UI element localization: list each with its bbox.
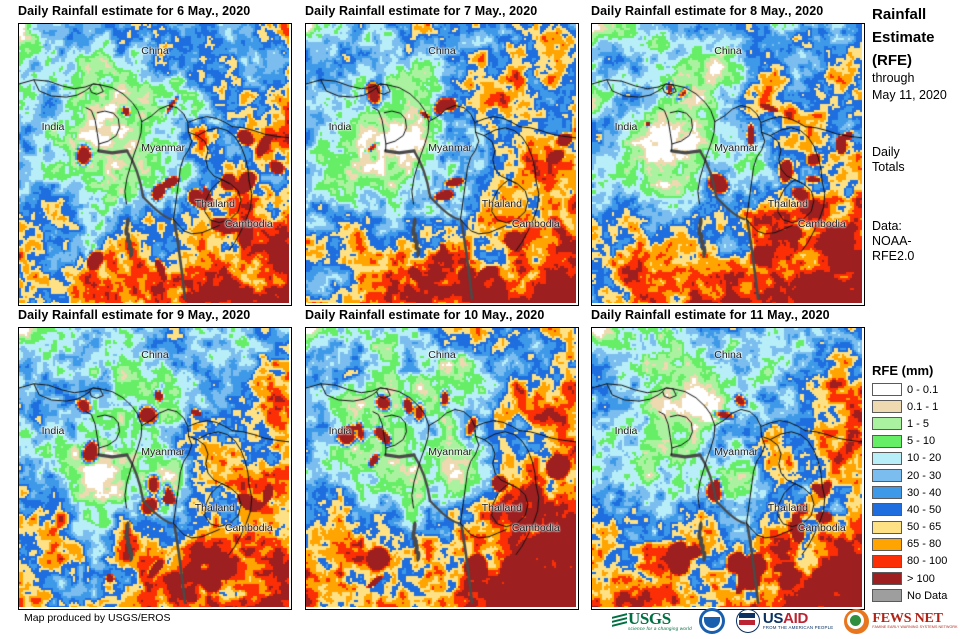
legend-swatch	[872, 589, 902, 603]
rfe-title-line1: Rainfall	[872, 6, 927, 23]
usaid-logo: USAID FROM THE AMERICAN PEOPLE	[735, 607, 834, 635]
rainfall-map-canvas	[19, 328, 289, 607]
rainfall-map-canvas	[19, 24, 289, 303]
through-label: through	[872, 71, 915, 85]
legend-row: No Data	[872, 587, 967, 604]
noaa-seal-icon	[698, 608, 725, 634]
legend-swatch	[872, 520, 902, 534]
fewsnet-logo: FEWS NET FAMINE EARLY WARNING SYSTEMS NE…	[844, 607, 958, 635]
rfe-legend: RFE (mm) 0 - 0.1 0.1 - 1 1 - 5 5 - 10 10 - 2…	[872, 363, 967, 604]
data-source-block: Data: NOAA- RFE2.0	[872, 219, 967, 264]
legend-row: 30 - 40	[872, 484, 967, 501]
legend-items: 0 - 0.1 0.1 - 1 1 - 5 5 - 10 10 - 20 20 - 30 3…	[872, 381, 967, 604]
panel-title: Daily Rainfall estimate for 10 May., 202…	[305, 308, 545, 322]
daily-totals-block: Daily Totals	[872, 145, 967, 175]
legend-label: 1 - 5	[907, 417, 930, 430]
legend-label: No Data	[907, 589, 948, 602]
legend-label: 80 - 100	[907, 555, 948, 568]
fewsnet-globe-icon	[844, 608, 870, 634]
usgs-wordmark: USGS	[628, 608, 671, 628]
data-source-line1: NOAA-	[872, 234, 912, 248]
legend-row: 20 - 30	[872, 467, 967, 484]
panel-title: Daily Rainfall estimate for 7 May., 2020	[305, 4, 538, 18]
legend-title: RFE (mm)	[872, 363, 934, 378]
legend-row: 1 - 5	[872, 415, 967, 432]
legend-swatch	[872, 572, 902, 586]
data-label: Data:	[872, 219, 902, 233]
legend-label: 0 - 0.1	[907, 383, 939, 396]
rainfall-map-canvas	[592, 24, 862, 303]
legend-swatch	[872, 451, 902, 465]
usgs-tagline: science for a changing world	[628, 625, 692, 631]
legend-swatch	[872, 434, 902, 448]
noaa-logo	[698, 607, 725, 635]
legend-label: 65 - 80	[907, 538, 942, 551]
legend-label: 10 - 20	[907, 452, 942, 465]
map-panel-3: Daily Rainfall estimate for 8 May., 2020…	[591, 4, 865, 306]
panel-title: Daily Rainfall estimate for 11 May., 202…	[591, 308, 830, 322]
legend-swatch	[872, 469, 902, 483]
legend-row: 5 - 10	[872, 433, 967, 450]
partner-logos: USGS science for a changing world USAID …	[612, 606, 958, 636]
map-frame[interactable]: China India Myanmar Thailand Cambodia	[591, 23, 865, 306]
usaid-wordmark: USAID	[762, 610, 809, 627]
legend-label: 5 - 10	[907, 435, 936, 448]
map-frame[interactable]: China India Myanmar Thailand Cambodia	[18, 327, 292, 610]
fewsnet-wordmark: FEWS NET	[872, 611, 943, 626]
legend-swatch	[872, 554, 902, 568]
rainfall-map-canvas	[306, 24, 576, 303]
map-panel-4: Daily Rainfall estimate for 9 May., 2020…	[18, 308, 292, 610]
legend-row: 0.1 - 1	[872, 398, 967, 415]
legend-row: 10 - 20	[872, 450, 967, 467]
legend-swatch	[872, 486, 902, 500]
rfe-title-line2: Estimate	[872, 29, 935, 46]
map-panel-6: Daily Rainfall estimate for 11 May., 202…	[591, 308, 865, 610]
legend-row: 50 - 65	[872, 519, 967, 536]
legend-row: 65 - 80	[872, 536, 967, 553]
map-credit: Map produced by USGS/EROS	[24, 612, 171, 624]
map-panel-5: Daily Rainfall estimate for 10 May., 202…	[305, 308, 579, 610]
legend-label: 50 - 65	[907, 521, 942, 534]
legend-row: 80 - 100	[872, 553, 967, 570]
map-frame[interactable]: China India Myanmar Thailand Cambodia	[305, 327, 579, 610]
legend-label: 30 - 40	[907, 486, 942, 499]
usaid-tagline: FROM THE AMERICAN PEOPLE	[762, 625, 834, 630]
rfe-title-line3: (RFE)	[872, 52, 912, 69]
panel-title: Daily Rainfall estimate for 8 May., 2020	[591, 4, 824, 18]
fewsnet-tagline: FAMINE EARLY WARNING SYSTEMS NETWORK	[872, 625, 958, 629]
legend-label: 0.1 - 1	[907, 400, 939, 413]
legend-swatch	[872, 400, 902, 414]
side-header: Rainfall Estimate (RFE) through May 11, …	[872, 0, 967, 264]
legend-swatch	[872, 503, 902, 517]
rainfall-map-canvas	[306, 328, 576, 607]
map-panel-1: Daily Rainfall estimate for 6 May., 2020…	[18, 4, 292, 306]
through-date: May 11, 2020	[872, 88, 947, 102]
panel-title: Daily Rainfall estimate for 6 May., 2020	[18, 4, 251, 18]
legend-row: > 100	[872, 570, 967, 587]
legend-row: 40 - 50	[872, 501, 967, 518]
legend-label: 40 - 50	[907, 503, 942, 516]
panel-title: Daily Rainfall estimate for 9 May., 2020	[18, 308, 251, 322]
daily-totals-line1: Daily	[872, 145, 900, 159]
legend-swatch	[872, 417, 902, 431]
daily-totals-line2: Totals	[872, 160, 905, 174]
usaid-seal-icon	[735, 609, 760, 633]
legend-swatch	[872, 537, 902, 551]
map-frame[interactable]: China India Myanmar Thailand Cambodia	[591, 327, 865, 610]
legend-label: 20 - 30	[907, 469, 942, 482]
usgs-logo: USGS science for a changing world	[612, 607, 692, 635]
map-frame[interactable]: China India Myanmar Thailand Cambodia	[305, 23, 579, 306]
data-source-line2: RFE2.0	[872, 249, 915, 263]
rainfall-map-canvas	[592, 328, 862, 607]
map-frame[interactable]: China India Myanmar Thailand Cambodia	[18, 23, 292, 306]
legend-swatch	[872, 383, 902, 397]
usgs-wave-icon	[612, 613, 627, 629]
legend-label: > 100	[907, 572, 935, 585]
legend-row: 0 - 0.1	[872, 381, 967, 398]
map-panel-2: Daily Rainfall estimate for 7 May., 2020…	[305, 4, 579, 306]
